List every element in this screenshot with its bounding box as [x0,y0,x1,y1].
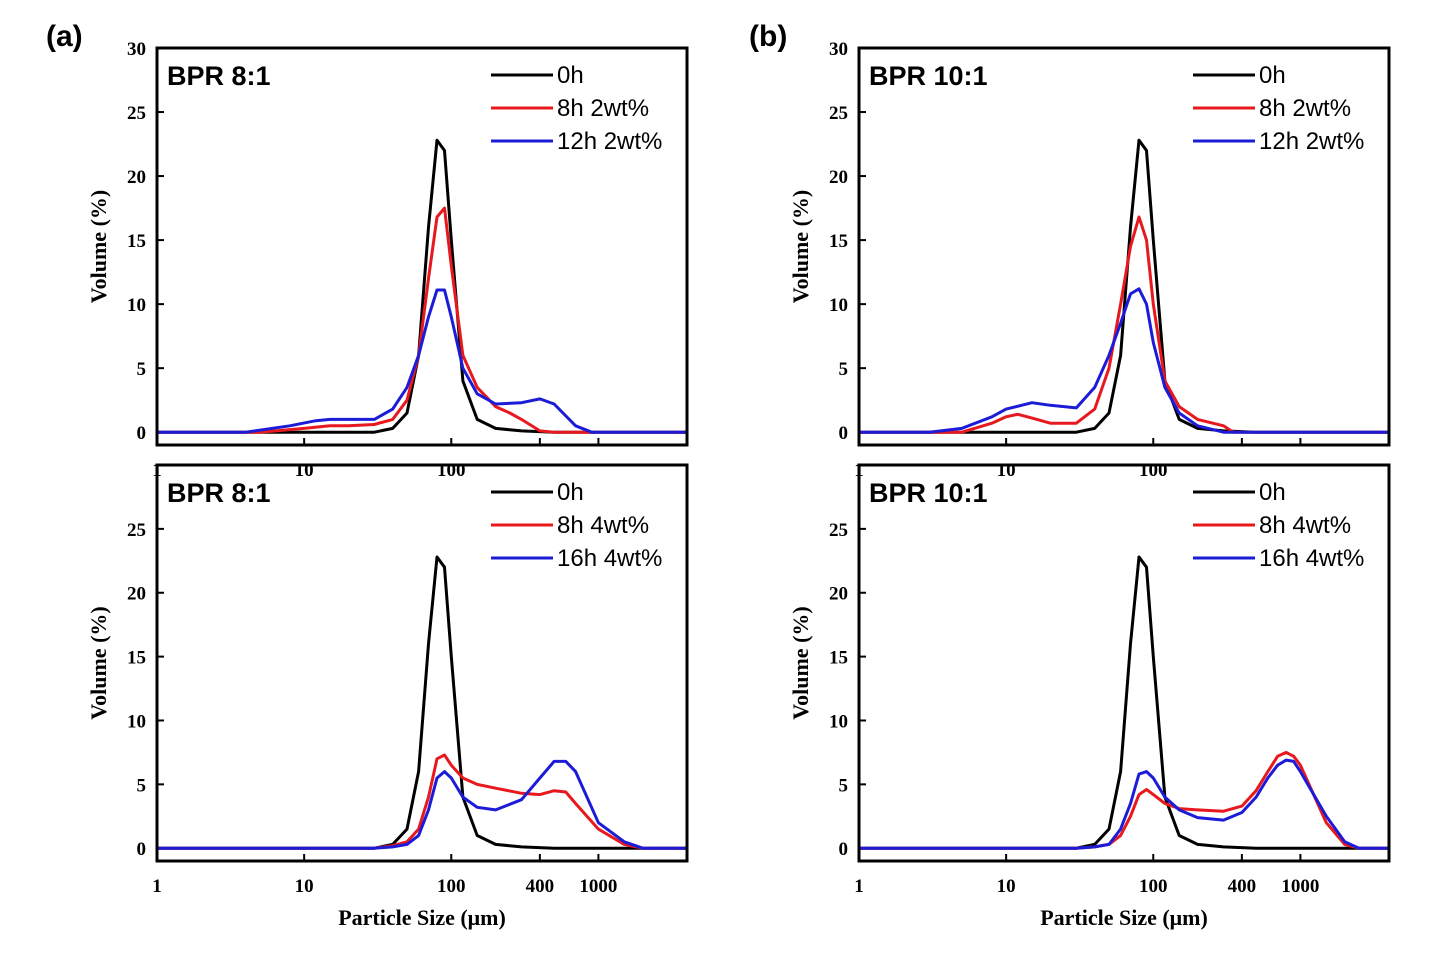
plot-title: BPR 8:1 [167,61,271,91]
y-tick-label: 5 [137,359,147,380]
y-tick-label: 15 [127,231,146,252]
y-tick-label: 0 [137,839,147,860]
y-tick-label: 5 [137,775,147,796]
y-tick-label: 20 [127,167,146,188]
y-tick-label: 25 [829,103,848,124]
y-tick-label: 10 [829,295,848,316]
y-tick-label: 20 [127,584,146,605]
x-tick-label: 1 [854,876,864,897]
series-line-2 [859,215,1389,434]
panel-label-b: (b) [749,20,787,53]
legend-label: 8h 2wt% [1259,95,1351,122]
x-tick-label: 10 [997,876,1016,897]
plot-4: 0 5 10 15 20 25 1 10 100 400 1000 BPR 10:1 0h 8h 4wt%… [788,463,1391,930]
x-tick-label: 1000 [579,876,617,897]
x-tick-label: 10 [295,876,314,897]
y-axis-label: Volume (%) [788,606,813,719]
y-tick-label: 30 [829,39,848,60]
series-line-2 [157,753,687,850]
y-axis-label: Volume (%) [86,190,111,303]
legend-label: 16h 4wt% [557,545,662,572]
plot-title: BPR 10:1 [869,61,988,91]
x-axis-label: Particle Size (μm) [338,905,506,930]
x-tick-label: 100 [437,876,466,897]
series-line-3 [157,288,687,434]
y-tick-label: 15 [829,231,848,252]
x-tick-label: 100 [1139,876,1168,897]
y-tick-label: 10 [127,711,146,732]
legend-label: 8h 4wt% [1259,512,1351,539]
legend-label: 12h 2wt% [1259,128,1364,155]
x-tick-label: 1 [152,876,162,897]
y-tick-label: 5 [839,359,849,380]
y-tick-label: 0 [137,423,147,444]
series-line-1 [859,555,1389,850]
series-line-1 [157,138,687,434]
plot-title: BPR 10:1 [869,478,988,508]
y-tick-label: 15 [127,648,146,669]
y-tick-label: 0 [839,839,849,860]
x-tick-label: 1000 [1281,876,1319,897]
y-tick-label: 20 [829,584,848,605]
y-tick-label: 25 [127,520,146,541]
series-line-2 [859,750,1389,850]
y-tick-label: 10 [829,711,848,732]
x-tick-label: 100 [437,460,466,481]
plot-frame [155,463,689,863]
series-line-3 [157,759,687,850]
series-line-1 [157,555,687,850]
legend-label: 12h 2wt% [557,128,662,155]
series-line-3 [859,287,1389,434]
panel-label-a: (a) [46,20,83,53]
plot-frame [155,46,689,447]
x-tick-label: 400 [1228,876,1257,897]
legend-label: 8h 2wt% [557,95,649,122]
y-tick-label: 25 [127,103,146,124]
x-tick-label: 10 [997,460,1016,481]
y-tick-label: 15 [829,648,848,669]
y-tick-label: 25 [829,520,848,541]
plot-3: 0 5 10 15 20 25 1 10 100 400 1000 BPR 8:1 0h 8h 4wt% 1… [86,463,689,930]
x-axis-label: Particle Size (μm) [1040,905,1208,930]
series-line-2 [157,206,687,434]
y-tick-label: 5 [839,775,849,796]
legend-label: 8h 4wt% [557,512,649,539]
y-tick-label: 0 [839,423,849,444]
y-tick-label: 30 [127,39,146,60]
x-tick-label: 400 [526,876,555,897]
x-tick-label: 10 [295,460,314,481]
y-axis-label: Volume (%) [788,190,813,303]
y-axis-label: Volume (%) [86,606,111,719]
y-tick-label: 20 [829,167,848,188]
plot-title: BPR 8:1 [167,478,271,508]
y-tick-label: 10 [127,295,146,316]
legend-label: 0h [557,479,584,506]
legend-label: 0h [1259,62,1286,89]
legend-label: 16h 4wt% [1259,545,1364,572]
plot-frame [857,46,1391,447]
legend-label: 0h [557,62,584,89]
series-line-3 [859,758,1389,850]
legend-label: 0h [1259,479,1286,506]
plot-frame [857,463,1391,863]
x-tick-label: 100 [1139,460,1168,481]
